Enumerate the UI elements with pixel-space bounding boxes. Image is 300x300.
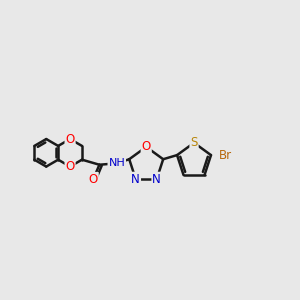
Text: S: S [190, 136, 198, 149]
Text: N: N [131, 173, 140, 186]
Text: O: O [65, 133, 75, 146]
Text: NH: NH [108, 158, 125, 168]
Text: O: O [142, 140, 151, 153]
Text: Br: Br [219, 148, 232, 162]
Text: O: O [65, 160, 75, 173]
Text: O: O [88, 173, 98, 186]
Text: N: N [152, 173, 161, 186]
